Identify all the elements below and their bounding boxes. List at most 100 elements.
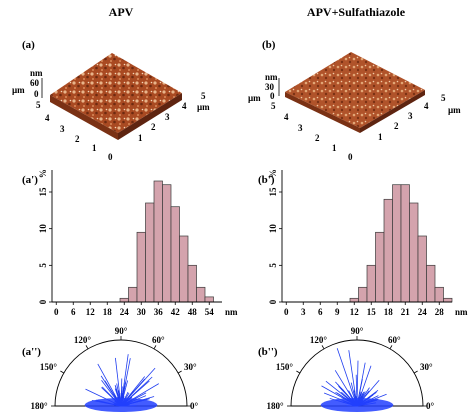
x-tick-label: 42 xyxy=(171,307,181,317)
polar-tick xyxy=(296,370,301,374)
histogram-bar xyxy=(417,235,427,303)
xy-unit: µm xyxy=(248,93,261,103)
y-tick-label: 15 xyxy=(38,187,48,197)
polar-angle-label: 0° xyxy=(426,401,435,411)
left-axis-tick: 3 xyxy=(298,123,303,133)
left-axis-tick: 2 xyxy=(315,133,320,143)
x-unit-label: nm xyxy=(455,307,468,317)
y-tick-label: 10 xyxy=(268,224,278,234)
z-axis-unit: nm xyxy=(265,72,278,82)
histogram-bar xyxy=(196,286,206,303)
x-tick-label: 0 xyxy=(54,307,59,317)
surface-right-wall xyxy=(360,90,425,133)
polar-angle-label: 60° xyxy=(152,335,165,345)
orientation-spoke xyxy=(115,357,122,407)
polar-angle-label: 60° xyxy=(388,335,401,345)
xy-unit: µm xyxy=(12,85,25,95)
polar-tick xyxy=(85,345,89,350)
histogram-apv: 0 5 10 15% 0 6 12 18 24 30 36 42 48 54 nm xyxy=(38,169,238,317)
histogram-bar xyxy=(392,184,402,303)
y-tick-label: 10 xyxy=(38,224,48,234)
polar-tick xyxy=(177,370,182,374)
histogram-bar xyxy=(187,264,197,303)
histogram-bar xyxy=(349,297,359,303)
polar-angle-label: 120° xyxy=(310,335,328,345)
x-tick-label: 54 xyxy=(205,307,215,317)
left-axis-tick: 5 xyxy=(271,101,276,111)
polar-angle-label: 150° xyxy=(40,362,58,372)
histogram-bar xyxy=(375,231,385,303)
histogram-bar xyxy=(179,235,189,303)
x-tick-label: 36 xyxy=(154,307,164,317)
orientation-core xyxy=(84,398,158,412)
panel-label: (b'') xyxy=(258,346,278,358)
right-axis-tick: 3 xyxy=(165,112,170,122)
x-tick-label: 15 xyxy=(367,307,377,317)
x-tick-label: 3 xyxy=(301,307,306,317)
panel-label: (a'') xyxy=(22,346,41,358)
polar-angle-label: 30° xyxy=(420,362,433,372)
orientation-spoke xyxy=(120,354,129,407)
histogram-bar xyxy=(434,286,444,303)
polar-tick xyxy=(153,345,157,350)
left-axis-tick: 3 xyxy=(60,124,65,134)
x-tick-label: 48 xyxy=(188,307,198,317)
y-tick-label: 0 xyxy=(38,299,48,304)
panel-label: (a) xyxy=(22,39,35,51)
afm-surface-a: (a) nm 60 0 µm 5 4 3 2 1 0 1 2 3 4 5 µm xyxy=(12,39,210,162)
x-tick-label: 12 xyxy=(350,307,360,317)
x-tick-label: 18 xyxy=(103,307,113,317)
polar-plot-apv-sulfathiazole: 180° 150° 120° 90° 60° 30° 0° xyxy=(266,326,435,412)
x-tick-label: 28 xyxy=(435,307,445,317)
polar-tick xyxy=(60,370,65,374)
histogram-bar xyxy=(170,206,180,303)
polar-angle-label: 180° xyxy=(30,401,48,411)
surface-left-wall xyxy=(285,92,360,133)
histogram-bar xyxy=(145,202,155,303)
right-axis-tick: 3 xyxy=(408,111,413,121)
x-tick-label: 9 xyxy=(335,307,340,317)
left-axis-tick: 1 xyxy=(92,143,97,153)
histogram-bar xyxy=(119,297,129,303)
afm-surface-b: (b) nm 30 0 µm 5 4 3 2 1 0 1 2 3 4 5 µm xyxy=(248,39,461,162)
x-tick-label: 12 xyxy=(86,307,96,317)
x-tick-label: 24 xyxy=(120,307,130,317)
polar-tick xyxy=(389,345,393,350)
panel-label: (b) xyxy=(262,39,276,51)
z-axis-unit: nm xyxy=(30,68,43,78)
polar-angle-label: 30° xyxy=(184,362,197,372)
z-tick: 30 xyxy=(265,82,275,92)
orientation-spoke xyxy=(336,348,358,407)
polar-angle-label: 120° xyxy=(74,335,92,345)
histogram-apv-sulfathiazole: 0 5 10 15% 0 3 6 9 12 15 18 21 24 28 nm xyxy=(268,169,468,317)
y-unit-label: % xyxy=(38,169,48,178)
polar-outline xyxy=(290,339,424,407)
y-unit-label: % xyxy=(268,169,278,178)
polar-outline xyxy=(54,339,188,407)
panel-label: (b') xyxy=(258,174,275,186)
z-tick: 0 xyxy=(34,89,39,99)
polar-tick xyxy=(413,370,418,374)
left-axis-tick: 4 xyxy=(284,112,289,122)
z-tick: 60 xyxy=(30,78,40,88)
surface-texture xyxy=(50,53,182,133)
panel-label: (a') xyxy=(22,174,38,186)
histogram-bar xyxy=(409,202,419,303)
polar-tick xyxy=(321,345,325,350)
right-axis-tick: 4 xyxy=(424,101,429,111)
left-axis-tick: 0 xyxy=(108,152,113,162)
x-tick-label: 0 xyxy=(284,307,289,317)
right-axis-tick: 1 xyxy=(378,132,383,142)
left-axis-tick: 4 xyxy=(45,113,50,123)
histogram-bar xyxy=(366,264,376,303)
polar-angle-label: 90° xyxy=(115,326,128,336)
y-tick-label: 15 xyxy=(268,187,278,197)
x-unit-label: nm xyxy=(225,307,238,317)
histogram-bar xyxy=(400,184,410,303)
polar-plot-apv: 180° 150° 120° 90° 60° 30° 0° xyxy=(30,326,199,412)
histogram-bar xyxy=(136,231,146,303)
x-tick-label: 21 xyxy=(401,307,411,317)
left-axis-tick: 0 xyxy=(348,152,353,162)
right-axis-tick: 1 xyxy=(138,133,143,143)
x-tick-label: 24 xyxy=(418,307,428,317)
